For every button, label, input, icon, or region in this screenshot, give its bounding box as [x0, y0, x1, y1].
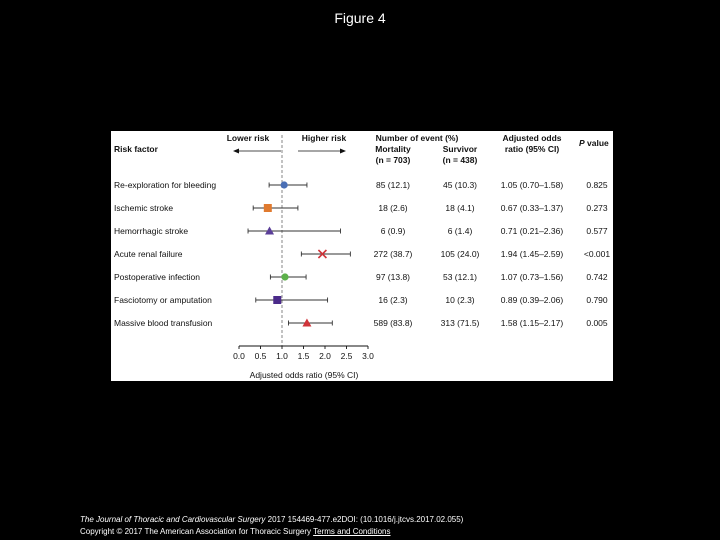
- odds-ratio-value: 0.71 (0.21–2.36): [501, 226, 564, 236]
- mortality-value: 18 (2.6): [378, 203, 407, 213]
- forest-row: Hemorrhagic stroke 6 (0.9) 6 (1.4) 0.71 (0.…: [114, 226, 608, 236]
- header-p-rest: value: [587, 138, 609, 148]
- forest-plot-figure: Risk factor Lower risk Higher risk Numbe…: [111, 131, 613, 381]
- odds-ratio-value: 1.05 (0.70–1.58): [501, 180, 564, 190]
- row-label: Ischemic stroke: [114, 203, 173, 213]
- slide-footer: The Journal of Thoracic and Cardiovascul…: [80, 514, 463, 538]
- higher-risk-arrow: [298, 148, 346, 154]
- header-or-line2: ratio (95% CI): [505, 144, 559, 154]
- odds-ratio-value: 1.07 (0.73–1.56): [501, 272, 564, 282]
- odds-ratio-value: 1.94 (1.45–2.59): [501, 249, 564, 259]
- x-tick-label: 0.5: [255, 351, 267, 361]
- header-events: Number of event (%): [376, 133, 459, 143]
- point-estimate-triangle: [265, 226, 275, 235]
- p-value: 0.825: [586, 180, 608, 190]
- survivor-value: 45 (10.3): [443, 180, 477, 190]
- header-survivor: Survivor: [443, 144, 478, 154]
- citation-line: The Journal of Thoracic and Cardiovascul…: [80, 514, 463, 526]
- terms-and-conditions-link[interactable]: Terms and Conditions: [313, 527, 391, 536]
- slide-title: Figure 4: [334, 10, 386, 26]
- journal-name: The Journal of Thoracic and Cardiovascul…: [80, 515, 266, 524]
- mortality-value: 97 (13.8): [376, 272, 410, 282]
- point-estimate-square: [273, 296, 282, 304]
- point-estimate-cross: [317, 249, 327, 259]
- survivor-value: 10 (2.3): [445, 295, 474, 305]
- forest-row: Massive blood transfusion 589 (83.8) 313 (…: [114, 318, 608, 328]
- x-tick-label: 1.5: [298, 351, 310, 361]
- odds-ratio-value: 1.58 (1.15–2.17): [501, 318, 564, 328]
- row-label: Massive blood transfusion: [114, 318, 213, 328]
- p-value: 0.005: [586, 318, 608, 328]
- forest-row: Postoperative infection 97 (13.8) 53 (12.1…: [114, 272, 608, 282]
- x-tick-label: 1.0: [276, 351, 288, 361]
- odds-ratio-value: 0.89 (0.39–2.06): [501, 295, 564, 305]
- forest-row: Fasciotomy or amputation 16 (2.3) 10 (2.3)…: [114, 295, 608, 305]
- copyright-text: Copyright © 2017 The American Associatio…: [80, 527, 314, 536]
- x-axis: 0.0 0.5 1.0 1.5 2.0 2.5 3.0: [233, 345, 374, 361]
- copyright-line: Copyright © 2017 The American Associatio…: [80, 526, 463, 538]
- header-or-line1: Adjusted odds: [502, 133, 561, 143]
- forest-rows: Re-exploration for bleeding 85 (12.1) 45 (…: [114, 180, 610, 328]
- survivor-value: 313 (71.5): [441, 318, 480, 328]
- point-estimate-circle: [281, 273, 289, 281]
- survivor-value: 18 (4.1): [445, 203, 474, 213]
- forest-plot: Risk factor Lower risk Higher risk Numbe…: [114, 133, 610, 380]
- mortality-value: 85 (12.1): [376, 180, 410, 190]
- p-value: 0.790: [586, 295, 608, 305]
- x-tick-label: 2.0: [319, 351, 331, 361]
- p-value: <0.001: [584, 249, 611, 259]
- mortality-value: 6 (0.9): [381, 226, 406, 236]
- mortality-value: 589 (83.8): [374, 318, 413, 328]
- x-tick-label: 0.0: [233, 351, 245, 361]
- odds-ratio-value: 0.67 (0.33–1.37): [501, 203, 564, 213]
- citation-text: 2017 154469-477.e2DOI: (10.1016/j.jtcvs.…: [265, 515, 464, 524]
- p-value: 0.273: [586, 203, 608, 213]
- header-survivor-n: (n = 438): [443, 155, 478, 165]
- x-tick-label: 3.0: [362, 351, 374, 361]
- point-estimate-circle: [280, 181, 288, 189]
- header-higher-risk: Higher risk: [302, 133, 347, 143]
- x-axis-label: Adjusted odds ratio (95% CI): [250, 370, 359, 380]
- header-p: P: [579, 138, 585, 148]
- table-header: Risk factor Lower risk Higher risk Numbe…: [114, 133, 609, 165]
- point-estimate-triangle: [302, 318, 312, 327]
- p-value: 0.577: [586, 226, 608, 236]
- x-tick-label: 2.5: [341, 351, 353, 361]
- header-mortality-n: (n = 703): [376, 155, 411, 165]
- forest-row: Re-exploration for bleeding 85 (12.1) 45 (…: [114, 180, 608, 190]
- forest-row: Acute renal failure 272 (38.7) 105 (24.0) 1…: [114, 249, 610, 259]
- mortality-value: 16 (2.3): [378, 295, 407, 305]
- p-value: 0.742: [586, 272, 608, 282]
- row-label: Re-exploration for bleeding: [114, 180, 216, 190]
- survivor-value: 6 (1.4): [448, 226, 473, 236]
- row-label: Acute renal failure: [114, 249, 183, 259]
- row-label: Fasciotomy or amputation: [114, 295, 212, 305]
- header-mortality: Mortality: [375, 144, 411, 154]
- lower-risk-arrow: [233, 148, 281, 154]
- mortality-value: 272 (38.7): [374, 249, 413, 259]
- survivor-value: 105 (24.0): [441, 249, 480, 259]
- header-lower-risk: Lower risk: [227, 133, 270, 143]
- row-label: Postoperative infection: [114, 272, 200, 282]
- row-label: Hemorrhagic stroke: [114, 226, 188, 236]
- survivor-value: 53 (12.1): [443, 272, 477, 282]
- header-risk-factor: Risk factor: [114, 144, 159, 154]
- forest-row: Ischemic stroke 18 (2.6) 18 (4.1) 0.67 (0.3…: [114, 203, 608, 213]
- point-estimate-square: [263, 204, 272, 212]
- header-p-value: P value: [579, 138, 609, 148]
